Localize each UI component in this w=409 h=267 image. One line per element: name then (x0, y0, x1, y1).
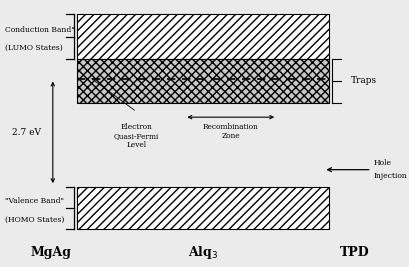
Bar (77, 59, 328, 103)
Text: 2.7 eV: 2.7 eV (11, 128, 40, 138)
Bar (77, 14, 328, 59)
Text: Recombination
Zone: Recombination Zone (202, 123, 258, 140)
Text: Conduction Band": Conduction Band" (4, 26, 74, 34)
Text: Traps: Traps (350, 76, 376, 85)
Text: Injection: Injection (373, 172, 406, 180)
Text: Electron
Quasi-Fermi
Level: Electron Quasi-Fermi Level (113, 123, 158, 150)
Text: (LUMO States): (LUMO States) (4, 44, 62, 52)
Text: Alq$_3$: Alq$_3$ (187, 244, 218, 261)
Text: TPD: TPD (339, 246, 369, 259)
Bar (77, 187, 328, 229)
Text: MgAg: MgAg (30, 246, 71, 259)
Text: "Valence Band": "Valence Band" (4, 197, 63, 205)
Text: Hole: Hole (373, 159, 391, 167)
Text: (HOMO States): (HOMO States) (4, 216, 64, 224)
